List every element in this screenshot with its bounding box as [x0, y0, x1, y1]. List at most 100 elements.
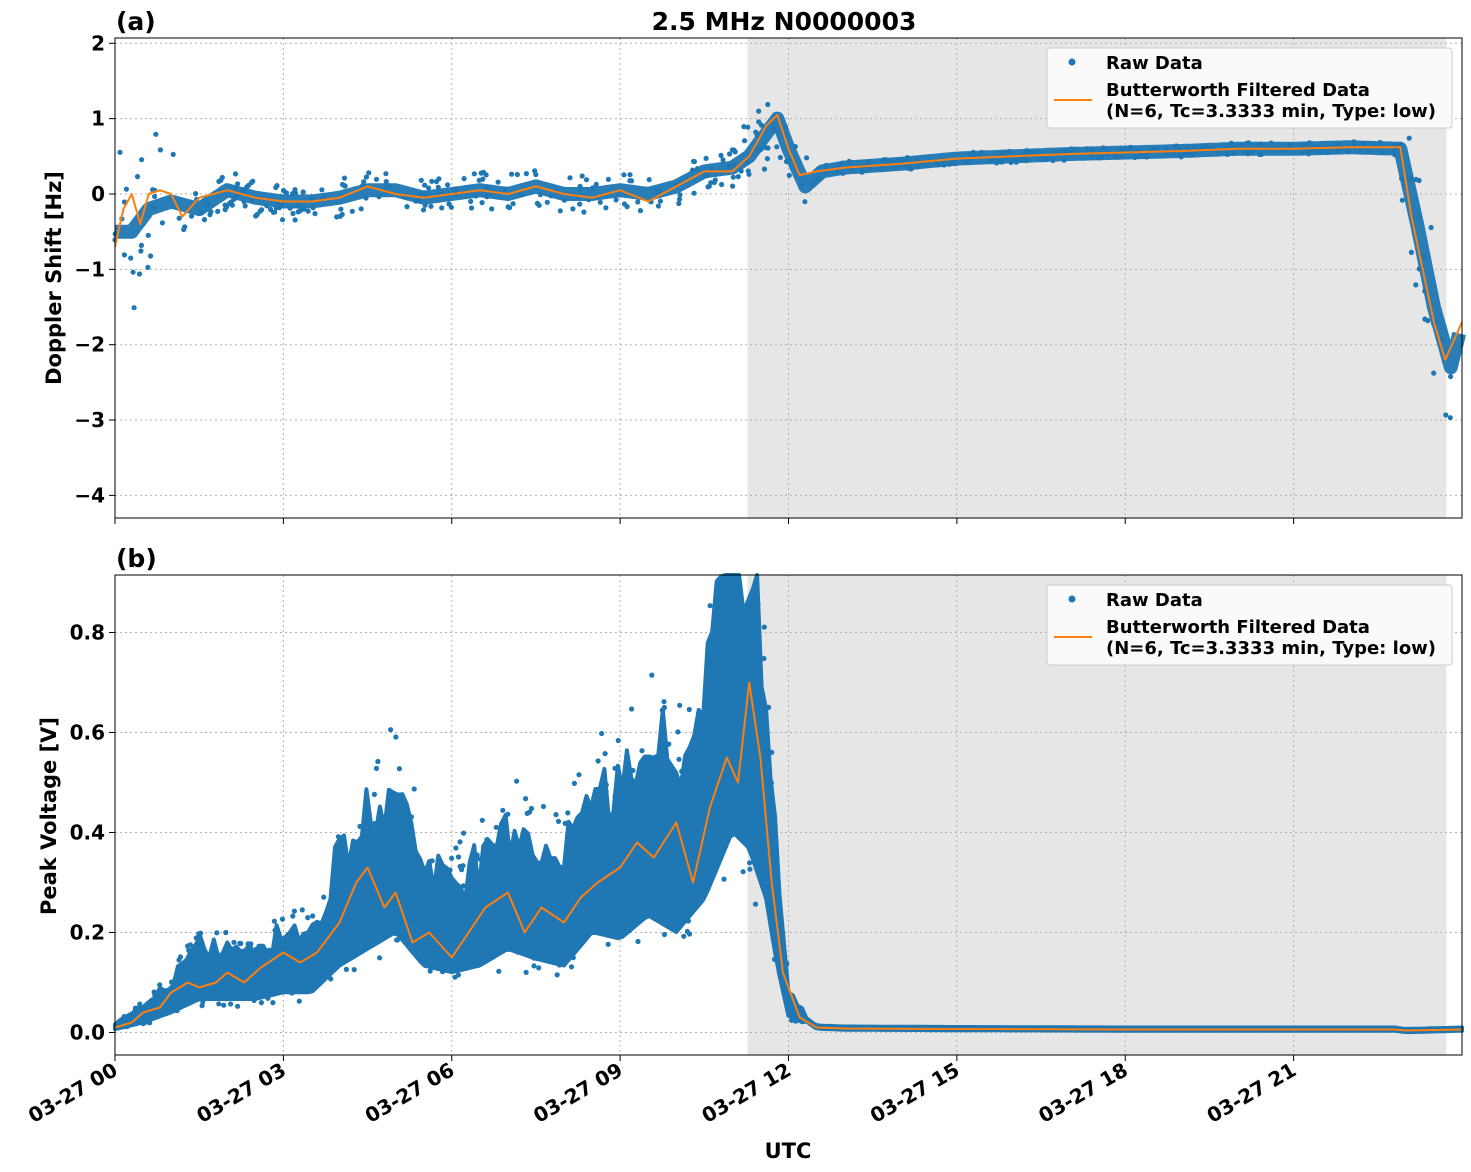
raw-data-point: [593, 181, 599, 187]
raw-data-point: [605, 941, 611, 947]
raw-data-point: [1230, 150, 1236, 156]
raw-data-point: [532, 869, 538, 875]
raw-data-point: [296, 998, 302, 1004]
raw-data-point: [169, 979, 175, 985]
raw-data-point: [761, 624, 767, 630]
raw-data-point: [195, 947, 201, 953]
raw-data-point: [693, 726, 699, 733]
raw-data-point: [1428, 224, 1434, 231]
raw-data-point: [548, 929, 554, 935]
raw-data-point: [408, 814, 414, 820]
raw-data-point: [270, 1000, 276, 1006]
raw-data-point: [643, 791, 649, 797]
raw-data-point: [464, 953, 470, 959]
raw-data-point: [704, 173, 710, 179]
raw-data-point: [752, 901, 759, 907]
raw-data-point: [202, 987, 208, 994]
raw-data-point: [193, 935, 199, 941]
raw-data-point: [231, 939, 237, 945]
raw-data-point: [202, 948, 208, 954]
raw-data-point: [799, 181, 805, 187]
raw-data-point: [603, 205, 609, 211]
raw-data-point: [1351, 139, 1357, 145]
raw-data-point: [1113, 153, 1119, 159]
raw-data-point: [480, 176, 486, 182]
raw-data-point: [604, 855, 610, 861]
raw-data-point: [461, 176, 467, 182]
raw-data-point: [422, 182, 428, 188]
raw-data-point: [387, 830, 393, 836]
raw-data-point: [335, 834, 341, 840]
raw-data-point: [273, 205, 280, 211]
raw-data-point: [221, 955, 227, 961]
raw-data-point: [170, 151, 176, 157]
raw-data-point: [237, 940, 243, 947]
raw-data-points: [112, 597, 802, 1030]
raw-data-point: [719, 181, 725, 188]
raw-data-point: [153, 131, 159, 137]
raw-data-point: [412, 871, 418, 878]
raw-data-point: [223, 989, 230, 996]
raw-data-point: [774, 144, 780, 150]
raw-data-point: [404, 204, 410, 210]
raw-data-point: [132, 1005, 138, 1011]
raw-data-point: [484, 837, 490, 843]
raw-data-point: [562, 820, 568, 827]
raw-data-point: [468, 198, 474, 204]
raw-data-point: [644, 866, 650, 873]
raw-data-point: [691, 797, 697, 804]
y-tick-label: 2: [91, 31, 105, 55]
raw-data-point: [229, 202, 235, 208]
raw-data-point: [1306, 151, 1312, 157]
raw-data-point: [152, 193, 158, 200]
raw-data-point: [491, 948, 497, 955]
raw-data-point: [172, 1004, 178, 1010]
raw-data-point: [134, 174, 141, 180]
raw-data-point: [581, 209, 587, 215]
raw-data-point: [676, 200, 682, 207]
raw-data-point: [448, 204, 454, 210]
raw-data-point: [661, 699, 667, 705]
raw-data-point: [666, 741, 672, 747]
y-tick-label: 0.0: [70, 1021, 105, 1045]
raw-data-point: [388, 727, 394, 733]
raw-data-point: [770, 127, 777, 133]
raw-data-point: [711, 179, 718, 185]
raw-data-point: [335, 899, 341, 905]
raw-data-point: [568, 964, 575, 970]
raw-data-point: [1249, 148, 1255, 154]
raw-data-point: [466, 899, 472, 905]
raw-data-point: [714, 643, 720, 649]
y-axis-label: Peak Voltage [V]: [37, 717, 61, 915]
raw-data-point: [1416, 214, 1422, 220]
raw-data-point: [946, 161, 953, 167]
raw-data-point: [653, 810, 659, 817]
raw-data-point: [558, 892, 564, 898]
raw-data-point: [253, 946, 259, 953]
raw-data-point: [376, 194, 382, 200]
raw-data-point: [802, 199, 808, 205]
raw-data-point: [290, 191, 296, 197]
raw-data-point: [272, 971, 278, 977]
raw-data-point: [159, 220, 165, 226]
raw-data-point: [193, 191, 199, 197]
legend-box: [1046, 584, 1453, 666]
raw-data-point: [1333, 141, 1339, 147]
raw-data-point: [889, 165, 895, 171]
raw-data-point: [1244, 140, 1250, 146]
raw-data-point: [312, 211, 318, 217]
raw-data-point: [746, 598, 752, 604]
y-tick-label: −3: [74, 408, 105, 432]
raw-data-point: [622, 885, 628, 891]
raw-data-point: [635, 199, 641, 205]
raw-data-point: [732, 162, 738, 168]
raw-data-point: [575, 893, 581, 899]
raw-data-point: [1225, 143, 1231, 149]
raw-data-point: [150, 187, 156, 193]
raw-data-point: [1287, 142, 1293, 148]
raw-data-point: [667, 815, 673, 822]
y-tick-label: −2: [74, 333, 105, 357]
raw-data-point: [735, 174, 741, 180]
raw-data-point: [417, 191, 423, 197]
raw-data-point: [291, 908, 297, 914]
